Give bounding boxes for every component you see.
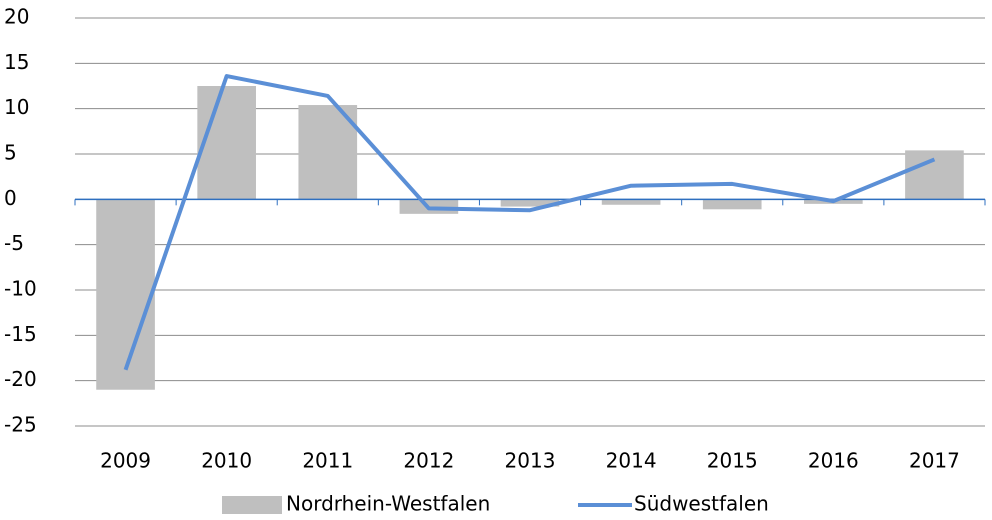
x-tick-label: 2011	[302, 449, 353, 473]
legend-label: Südwestfalen	[634, 492, 769, 516]
y-tick-label: 10	[4, 95, 29, 119]
x-tick-label: 2010	[201, 449, 252, 473]
bar	[702, 199, 762, 210]
x-tick-label: 2009	[100, 449, 151, 473]
x-tick-label: 2015	[707, 449, 758, 473]
y-tick-label: -15	[4, 322, 37, 346]
y-tick-label: -20	[4, 367, 37, 391]
x-tick-label: 2013	[505, 449, 556, 473]
bar	[500, 199, 560, 207]
y-tick-label: 20	[4, 5, 29, 29]
y-tick-label: 0	[4, 186, 17, 210]
y-tick-label: -10	[4, 277, 37, 301]
y-tick-label: 15	[4, 50, 29, 74]
legend-label: Nordrhein-Westfalen	[286, 492, 490, 516]
bar	[905, 150, 964, 200]
y-tick-label: -5	[4, 231, 24, 255]
y-tick-label: 5	[4, 141, 17, 165]
x-tick-label: 2016	[808, 449, 859, 473]
legend-swatch	[222, 496, 282, 514]
bar	[96, 199, 155, 390]
bar	[601, 199, 661, 205]
x-tick-label: 2014	[606, 449, 657, 473]
x-tick-label: 2012	[403, 449, 454, 473]
bar	[197, 86, 256, 200]
x-tick-label: 2017	[909, 449, 960, 473]
bar	[298, 105, 358, 200]
y-tick-label: -25	[4, 413, 37, 437]
line	[123, 74, 936, 371]
